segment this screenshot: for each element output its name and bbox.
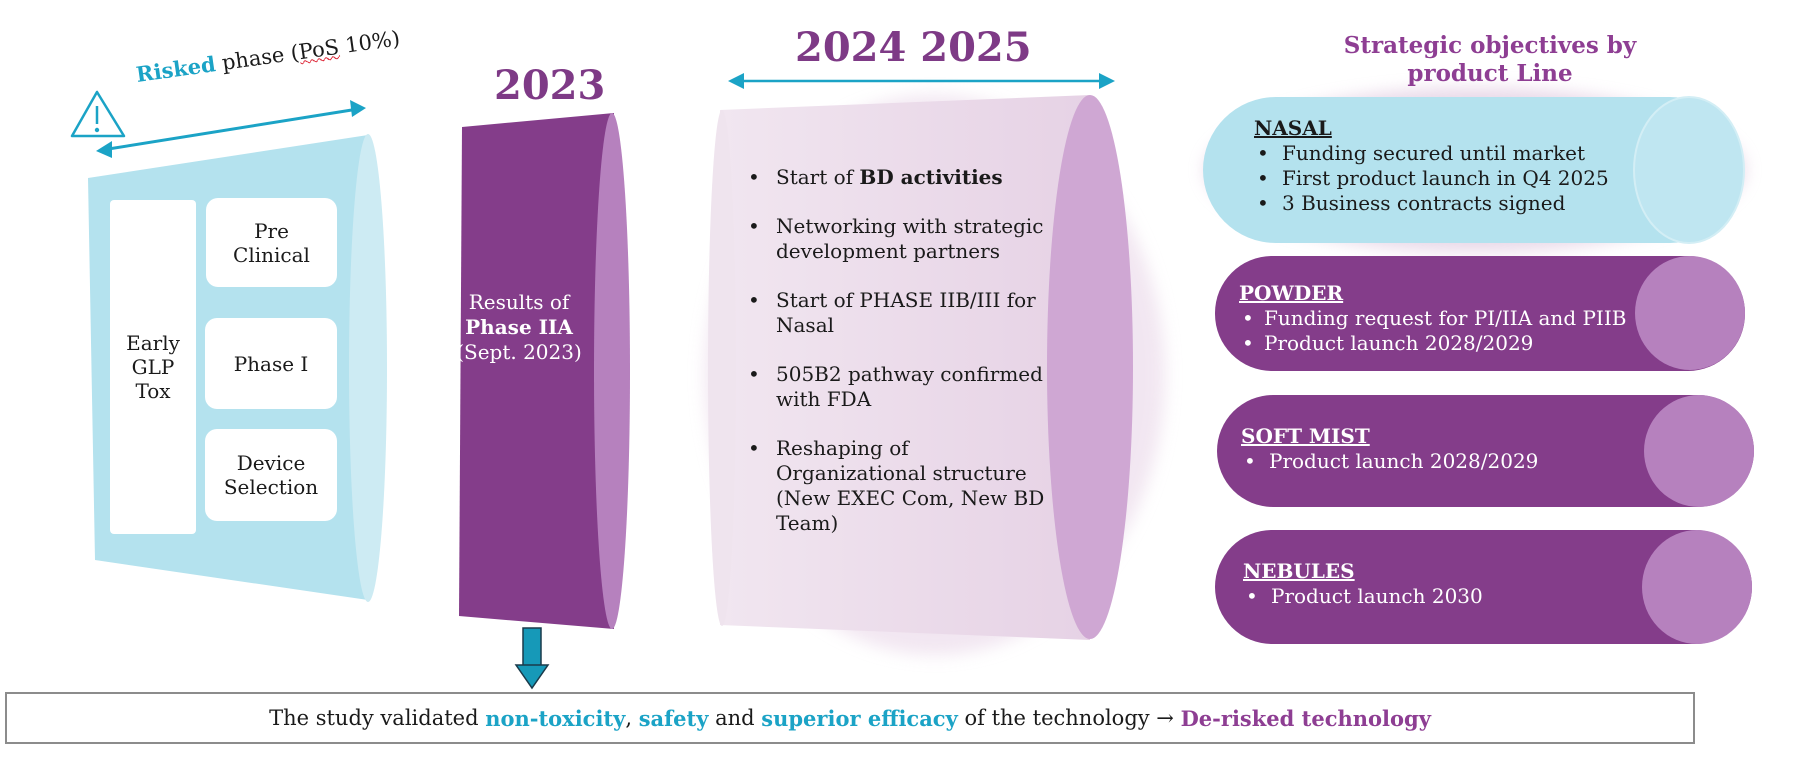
powder-line: POWDER Funding request for PI/IIA and PI… (1239, 281, 1626, 356)
conclusion-term-nontoxicity: non-toxicity (485, 705, 626, 731)
phase-one-label: Phase I (233, 351, 309, 376)
soft-mist-name: SOFT MIST (1241, 424, 1370, 448)
strategic-title: Strategic objectives by product Line (1343, 32, 1637, 87)
activity-item: Reshaping of Organizational structure (N… (744, 436, 1049, 536)
years-cylinder-end (1047, 95, 1133, 639)
nebules-name: NEBULES (1243, 559, 1355, 583)
conclusion-prefix: The study validated (269, 706, 486, 730)
conclusion-box: The study validated non-toxicity, safety… (5, 692, 1695, 744)
warning-triangle-icon (70, 90, 126, 138)
activity-item: Start of PHASE IIB/III for Nasal (744, 288, 1049, 338)
activity-item: Networking with strategic development pa… (744, 214, 1049, 264)
phase2a-line1: Results of (468, 290, 570, 314)
powder-item: Product launch 2028/2029 (1239, 331, 1626, 356)
nebules-item: Product launch 2030 (1243, 584, 1483, 609)
nasal-line: NASAL Funding secured until market First… (1254, 116, 1609, 216)
pre-clinical-label: Pre Clinical (233, 218, 310, 267)
device-selection-label: Device Selection (223, 451, 319, 499)
activity-item: Start of BD activities (744, 165, 1049, 190)
conclusion-middle: of the technology → (957, 706, 1181, 730)
powder-name: POWDER (1239, 281, 1344, 305)
device-selection-box: Device Selection (205, 429, 337, 521)
phase2a-line2: Phase IIA (465, 315, 573, 339)
conclusion-sep1: , (625, 706, 639, 730)
activities-list: Start of BD activities Networking with s… (744, 165, 1049, 560)
soft-mist-item: Product launch 2028/2029 (1241, 449, 1538, 474)
nebules-capsule (1215, 530, 1752, 644)
phase2a-cylinder (459, 113, 614, 629)
conclusion-sep2: and (708, 706, 762, 730)
nasal-item: 3 Business contracts signed (1254, 191, 1609, 216)
risked-funnel-end (349, 134, 387, 602)
phase2a-line3: (Sept. 2023) (456, 340, 582, 364)
early-glp-tox-label: Early GLP Tox (126, 331, 180, 403)
nebules-line: NEBULES Product launch 2030 (1243, 559, 1483, 609)
early-glp-tox-box: Early GLP Tox (110, 200, 196, 534)
nasal-name: NASAL (1254, 116, 1332, 140)
nasal-item: Funding secured until market (1254, 141, 1609, 166)
activity-item: 505B2 pathway confirmed with FDA (744, 362, 1049, 412)
conclusion-term-safety: safety (638, 705, 709, 731)
pre-clinical-box: Pre Clinical (206, 198, 337, 287)
phase2a-text: Results of Phase IIA (Sept. 2023) (444, 290, 594, 365)
nasal-item: First product launch in Q4 2025 (1254, 166, 1609, 191)
phase2a-cylinder-end (594, 113, 630, 629)
risked-double-arrow (101, 107, 359, 152)
year-2023: 2023 (494, 62, 606, 109)
phase-one-box: Phase I (205, 318, 337, 409)
powder-item: Funding request for PI/IIA and PIIB (1239, 306, 1626, 331)
year-2024-2025: 2024 2025 (795, 24, 1032, 71)
soft-mist-line: SOFT MIST Product launch 2028/2029 (1241, 424, 1538, 474)
arrow-down-icon (514, 627, 550, 690)
conclusion-term-efficacy: superior efficacy (761, 705, 958, 731)
conclusion-result: De-risked technology (1180, 705, 1431, 731)
